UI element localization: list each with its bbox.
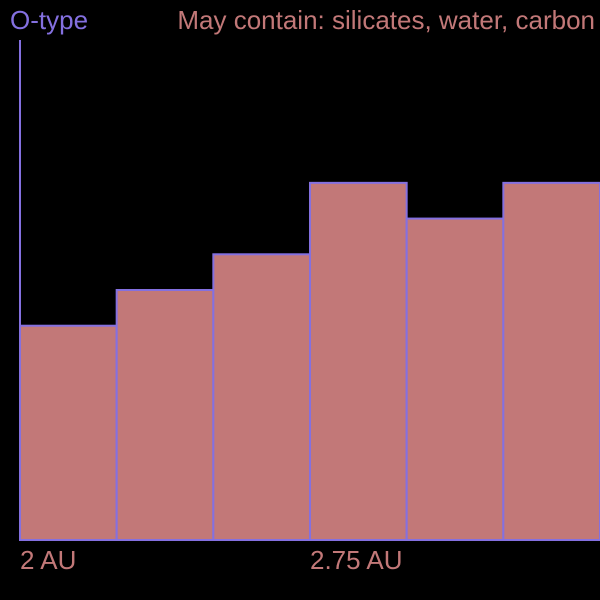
x-tick-label: 2 AU — [20, 545, 76, 575]
histogram-bar — [19, 324, 118, 542]
histogram-bar — [502, 181, 600, 541]
chart-subtitle: May contain: silicates, water, carbon — [177, 5, 595, 35]
chart-title: O-type — [10, 5, 88, 35]
x-tick-label: 2.75 AU — [310, 545, 403, 575]
histogram-bar — [115, 289, 215, 541]
histogram-bar — [405, 217, 505, 541]
bars-group — [19, 181, 600, 542]
histogram-bar — [309, 181, 408, 541]
histogram-bar — [212, 253, 311, 542]
